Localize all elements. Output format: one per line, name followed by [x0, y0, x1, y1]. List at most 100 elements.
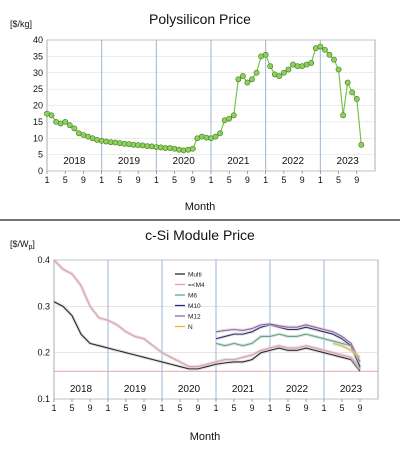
chart2-xtick-label: 9	[141, 403, 146, 413]
chart2-xtick-label: 1	[51, 403, 56, 413]
chart1-data-point	[48, 112, 55, 119]
chart1-data-point	[244, 79, 251, 86]
chart1-ytick-label: 0	[38, 166, 43, 176]
chart1-xtick-label: 5	[281, 175, 286, 185]
chart2-ylabel: [$/Wp]	[10, 239, 35, 251]
chart2-xtick-label: 9	[249, 403, 254, 413]
chart1-ytick-label: 5	[38, 150, 43, 160]
chart1-data-point	[321, 46, 328, 53]
chart2-legend-label: =<M4	[188, 282, 205, 289]
chart1-xtick-label: 9	[300, 175, 305, 185]
chart2-legend-label: N	[188, 324, 193, 331]
chart1-data-point	[235, 76, 242, 83]
chart1-data-point	[317, 43, 324, 50]
chart2-xtick-label: 5	[177, 403, 182, 413]
chart1-xtick-label: 9	[354, 175, 359, 185]
chart1-data-point	[226, 115, 233, 122]
chart1-xtick-label: 1	[154, 175, 159, 185]
chart2-xtick-label: 1	[105, 403, 110, 413]
chart1-xtick-label: 5	[117, 175, 122, 185]
chart2-ylabel-close: ]	[32, 239, 35, 249]
chart2-series-n-line	[332, 342, 361, 358]
chart1-xtick-label: 9	[136, 175, 141, 185]
chart1-ytick-label: 10	[33, 133, 43, 143]
chart2-year-label: 2021	[232, 384, 255, 395]
chart2-series-m10-line	[215, 324, 361, 367]
chart2-series-m4-line	[53, 259, 361, 370]
chart1-ytick-label: 40	[33, 35, 43, 45]
chart2-xlabel: Month	[190, 431, 221, 443]
chart1-xtick-label: 9	[245, 175, 250, 185]
chart1-data-point	[353, 96, 360, 102]
chart1-data-point	[340, 112, 347, 119]
chart1-year-label: 2021	[227, 156, 250, 167]
chart1-ytick-label: 25	[33, 84, 43, 94]
chart2-year-label: 2018	[70, 384, 93, 395]
chart2-xtick-label: 5	[285, 403, 290, 413]
chart1-ytick-label: 20	[33, 101, 43, 111]
chart2-ylabel-sub: p	[29, 244, 33, 251]
chart1-ytick-label: 35	[33, 51, 43, 61]
chart1-xtick-label: 5	[336, 175, 341, 185]
chart2-legend-label: M12	[188, 313, 201, 320]
chart1-ytick-label: 30	[33, 68, 43, 78]
chart1-xtick-label: 5	[63, 175, 68, 185]
chart1-year-label: 2018	[63, 156, 86, 167]
chart2-xtick-label: 1	[213, 403, 218, 413]
chart1-data-point	[276, 73, 283, 79]
chart1-xtick-label: 1	[208, 175, 213, 185]
chart1-data-point	[349, 89, 356, 96]
chart1-xtick-label: 1	[318, 175, 323, 185]
chart2-xtick-label: 9	[303, 403, 308, 413]
chart2-legend-label: M6	[188, 292, 197, 299]
chart1-year-label: 2020	[173, 156, 196, 167]
chart1-xtick-label: 1	[263, 175, 268, 185]
chart1-xtick-label: 5	[227, 175, 232, 185]
chart2-year-label: 2022	[286, 384, 309, 395]
chart1-data-point	[280, 69, 287, 76]
chart1-data-point	[212, 133, 219, 140]
chart1-xtick-label: 9	[190, 175, 195, 185]
chart1-data-point	[189, 145, 196, 152]
chart2-ytick-label: 0.2	[37, 348, 50, 358]
chart2-xtick-label: 1	[321, 403, 326, 413]
chart1-data-point	[66, 122, 73, 129]
chart1-data-point	[335, 66, 342, 73]
chart2-legend-label: Multi	[188, 271, 202, 278]
chart2-xtick-label: 5	[231, 403, 236, 413]
chart1-data-point	[62, 118, 69, 125]
chart2-ytick-label: 0.1	[37, 394, 50, 404]
chart2-plot: 0.1 0.2 0.3 0.4 2018 2019 2020 2021 2022 2023 1 5 9 1…	[37, 255, 379, 413]
chart1-title: Polysilicon Price	[149, 11, 251, 27]
chart1-data-point	[230, 112, 237, 119]
chart2-title: c-Si Module Price	[145, 227, 255, 243]
chart2-year-label: 2020	[178, 384, 201, 395]
chart1-data-point	[331, 56, 337, 63]
chart1-data-point	[344, 79, 351, 86]
chart1-data-point	[262, 51, 269, 58]
chart1-year-label: 2019	[118, 156, 141, 167]
chart1-year-label: 2022	[282, 156, 305, 167]
chart1-data-point	[326, 51, 333, 58]
chart2-series-m12-line	[215, 323, 361, 363]
chart2-ylabel-main: [$/W	[10, 239, 29, 249]
chart1-data-point	[249, 76, 255, 83]
chart1-xtick-label: 1	[99, 175, 104, 185]
chart2-xtick-label: 5	[69, 403, 74, 413]
chart2-year-label: 2023	[340, 384, 363, 395]
chart1-data-point	[358, 141, 365, 148]
chart2-xtick-label: 1	[267, 403, 272, 413]
chart1-data-point	[285, 66, 292, 73]
chart1-year-label: 2023	[337, 156, 360, 167]
chart1-xtick-label: 1	[44, 175, 49, 185]
chart1-data-point	[71, 125, 78, 132]
chart1-xtick-label: 5	[172, 175, 177, 185]
chart1-xlabel: Month	[185, 201, 216, 213]
chart2-xtick-label: 5	[123, 403, 128, 413]
chart2-xtick-label: 9	[357, 403, 362, 413]
chart1-data-point	[217, 130, 224, 137]
chart2-xtick-label: 1	[159, 403, 164, 413]
chart2-xtick-label: 5	[339, 403, 344, 413]
chart1-data-point	[308, 60, 315, 66]
